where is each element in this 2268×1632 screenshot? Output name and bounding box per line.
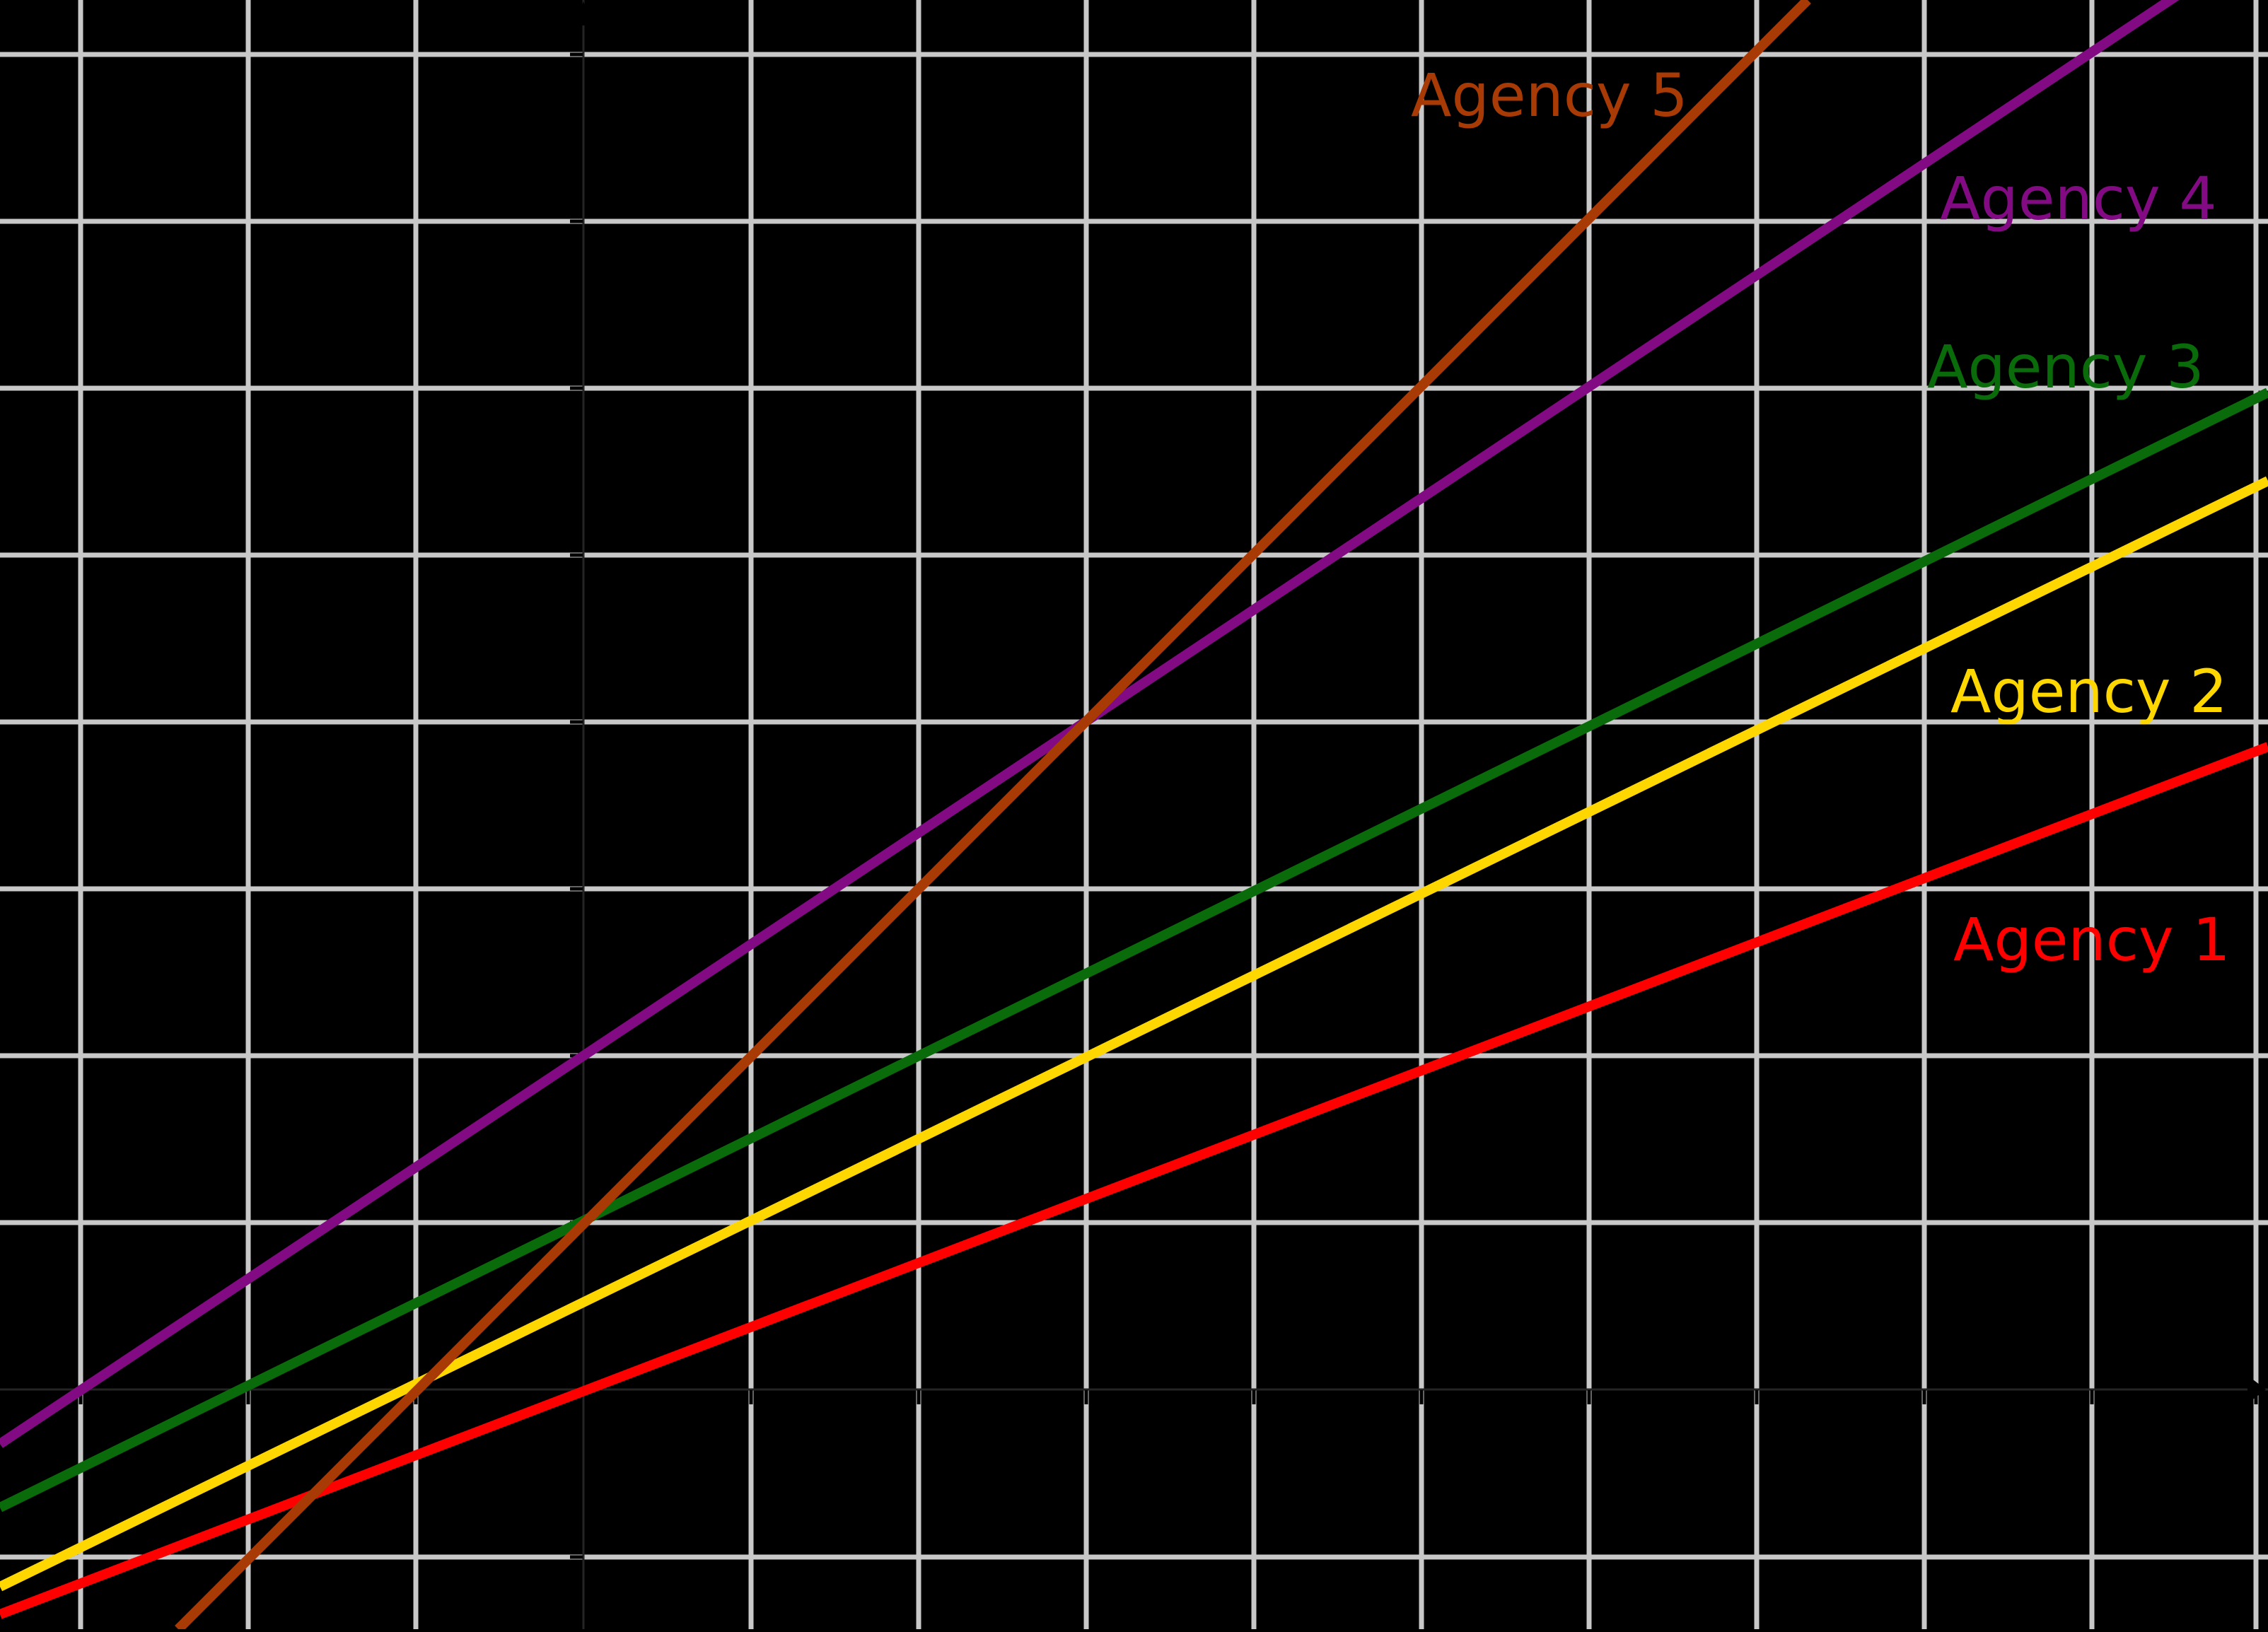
series-label-agency-1: Agency 1: [1953, 905, 2231, 974]
x-axis-tick: [1755, 1390, 1759, 1404]
series-label-agency-4: Agency 4: [1940, 164, 2217, 233]
series-line-agency-3: [0, 387, 2268, 1512]
y-axis-tick: [570, 386, 583, 390]
y-axis-arrowhead: [575, 1, 592, 25]
x-axis-tick: [1587, 1390, 1591, 1404]
y-axis-tick: [570, 52, 583, 57]
series-line-agency-2: [0, 476, 2268, 1592]
x-axis-tick: [749, 1390, 753, 1404]
y-axis-tick: [570, 887, 583, 891]
series-label-agency-3: Agency 3: [1927, 332, 2204, 402]
series-label-agency-5: Agency 5: [1411, 61, 1688, 130]
y-axis-tick: [570, 720, 583, 724]
series-line-agency-4: [0, 0, 2180, 1448]
x-axis-tick: [1252, 1390, 1256, 1404]
x-axis-tick: [78, 1390, 83, 1404]
y-axis-tick: [570, 219, 583, 223]
x-axis-arrowhead: [2247, 1375, 2266, 1404]
x-axis-tick: [2090, 1390, 2094, 1404]
x-axis-tick: [917, 1390, 921, 1404]
y-axis-tick: [570, 553, 583, 557]
x-axis-tick: [246, 1390, 250, 1404]
series-label-agency-2: Agency 2: [1950, 657, 2228, 726]
x-axis-tick: [1922, 1390, 1926, 1404]
x-axis-tick: [1419, 1390, 1424, 1404]
x-axis-tick: [2254, 1390, 2258, 1404]
series-line-agency-5: [175, 0, 1811, 1632]
y-axis-tick: [570, 1555, 583, 1559]
series-line-agency-1: [0, 742, 2268, 1619]
x-axis-tick: [1084, 1390, 1088, 1404]
